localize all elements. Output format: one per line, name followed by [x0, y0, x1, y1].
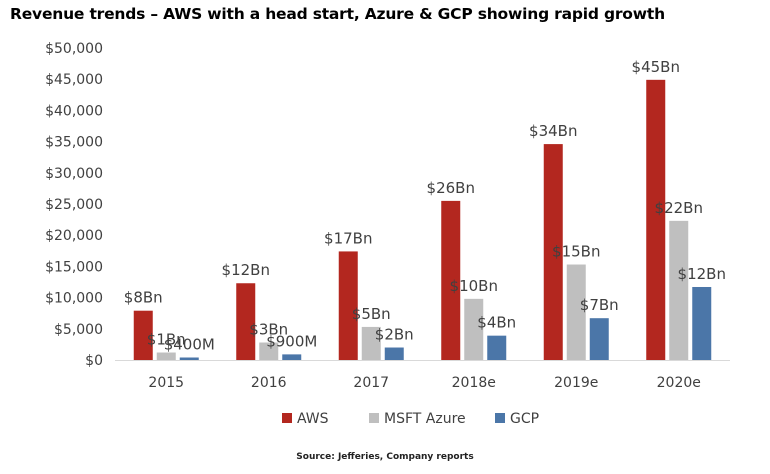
bar-aws-2015 [133, 310, 153, 360]
bars [133, 79, 712, 360]
y-tick-label: $20,000 [45, 228, 103, 244]
bar-msft-azure-2015 [156, 352, 176, 360]
y-tick-label: $50,000 [45, 41, 103, 57]
y-tick-label: $0 [85, 353, 103, 369]
bar-gcp-2016 [282, 354, 302, 360]
data-label: $12Bn [678, 265, 726, 283]
data-label: $15Bn [552, 243, 600, 261]
bar-msft-azure-2019e [566, 264, 586, 360]
bar-aws-2020e [646, 79, 666, 360]
y-tick-label: $35,000 [45, 135, 103, 151]
data-label: $22Bn [655, 199, 703, 217]
x-tick-label: 2016 [251, 375, 287, 391]
legend-swatch [369, 413, 379, 423]
y-tick-label: $10,000 [45, 291, 103, 307]
bar-msft-azure-2020e [669, 220, 689, 360]
y-tick-label: $30,000 [45, 166, 103, 182]
data-label: $5Bn [352, 305, 391, 323]
chart-title: Revenue trends – AWS with a head start, … [10, 5, 665, 23]
bar-gcp-2020e [692, 286, 712, 360]
legend-label: MSFT Azure [384, 411, 466, 427]
data-label: $7Bn [580, 296, 619, 314]
bar-aws-2016 [236, 283, 256, 360]
data-label: $17Bn [324, 229, 372, 247]
data-labels: $8Bn $1Bn$400M $12Bn $3Bn$900M $17Bn $5Bn $2Bn… [124, 58, 726, 354]
legend: AWS MSFT Azure GCP [282, 411, 539, 427]
data-label: $3Bn [249, 321, 288, 339]
bar-msft-azure-2016 [259, 342, 279, 360]
bar-gcp-2019e [589, 318, 609, 360]
data-label: $45Bn [632, 58, 680, 76]
data-label: $1Bn [147, 331, 186, 349]
y-tick-label: $25,000 [45, 197, 103, 213]
y-tick-label: $45,000 [45, 72, 103, 88]
x-tick-label: 2017 [353, 375, 389, 391]
legend-label: AWS [297, 411, 329, 427]
data-label: $34Bn [529, 122, 577, 140]
y-tick-label: $5,000 [54, 322, 103, 338]
x-axis: 2015 2016 2017 2018e 2019e 2020e [115, 360, 730, 391]
bar-aws-2019e [543, 144, 563, 360]
data-label: $12Bn [222, 261, 270, 279]
bar-gcp-2017 [384, 347, 404, 360]
data-label: $2Bn [375, 326, 414, 344]
bar-aws-2018e [441, 200, 461, 360]
source-note: Source: Jefferies, Company reports [296, 452, 474, 462]
x-tick-label: 2019e [554, 375, 598, 391]
y-tick-label: $15,000 [45, 259, 103, 275]
x-tick-label: 2018e [452, 375, 496, 391]
bar-gcp-2018e [487, 335, 507, 360]
y-tick-label: $40,000 [45, 103, 103, 119]
bar-msft-azure-2017 [361, 326, 381, 360]
x-tick-label: 2020e [657, 375, 701, 391]
legend-swatch [495, 413, 505, 423]
y-axis: $0 $5,000 $10,000 $15,000 $20,000 $25,000 $30,… [45, 41, 103, 369]
legend-swatch [282, 413, 292, 423]
bar-msft-azure-2018e [464, 298, 484, 360]
data-label: $900M [266, 332, 317, 350]
data-label: $4Bn [477, 314, 516, 332]
bar-gcp-2015 [179, 357, 199, 360]
bar-aws-2017 [338, 251, 358, 360]
x-tick-label: 2015 [148, 375, 184, 391]
data-label: $10Bn [450, 277, 498, 295]
data-label: $8Bn [124, 289, 163, 307]
data-label: $26Bn [427, 179, 475, 197]
legend-label: GCP [510, 411, 539, 427]
data-label: $400M [164, 336, 215, 354]
